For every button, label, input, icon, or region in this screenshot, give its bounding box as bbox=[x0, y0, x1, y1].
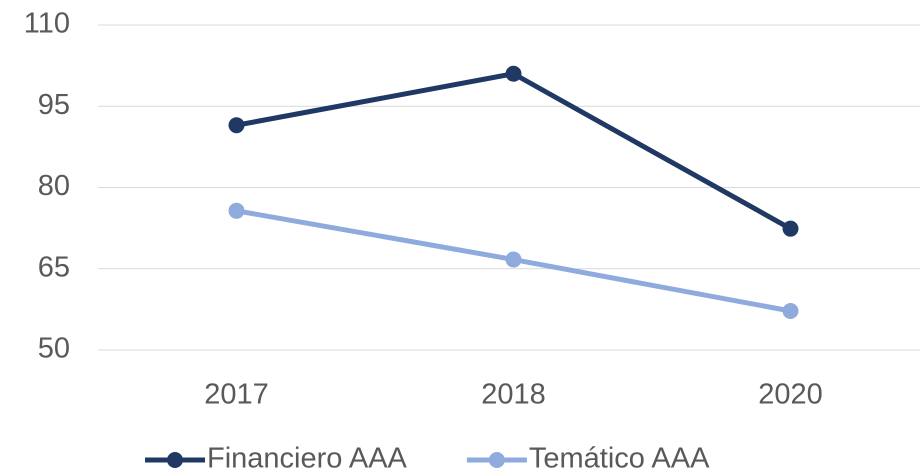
y-tick-label: 65 bbox=[38, 251, 70, 283]
series-line bbox=[236, 71, 792, 231]
x-tick-label: 2020 bbox=[758, 379, 823, 411]
legend-label: Temático AAA bbox=[529, 443, 710, 473]
y-tick-label: 110 bbox=[24, 8, 70, 40]
x-tick-label: 2018 bbox=[481, 379, 546, 411]
y-tick-label: 95 bbox=[38, 89, 70, 121]
point bbox=[228, 202, 245, 219]
point bbox=[782, 220, 799, 237]
point bbox=[505, 251, 522, 268]
point bbox=[782, 303, 799, 319]
point bbox=[228, 117, 245, 134]
point bbox=[505, 65, 522, 82]
x-tick-label: 2017 bbox=[204, 379, 269, 411]
legend-marker bbox=[167, 452, 183, 468]
y-tick-label: 80 bbox=[38, 170, 70, 202]
legend-marker bbox=[488, 452, 505, 468]
y-tick-label: 50 bbox=[38, 333, 70, 365]
legend-label: Financiero AAA bbox=[207, 443, 408, 473]
